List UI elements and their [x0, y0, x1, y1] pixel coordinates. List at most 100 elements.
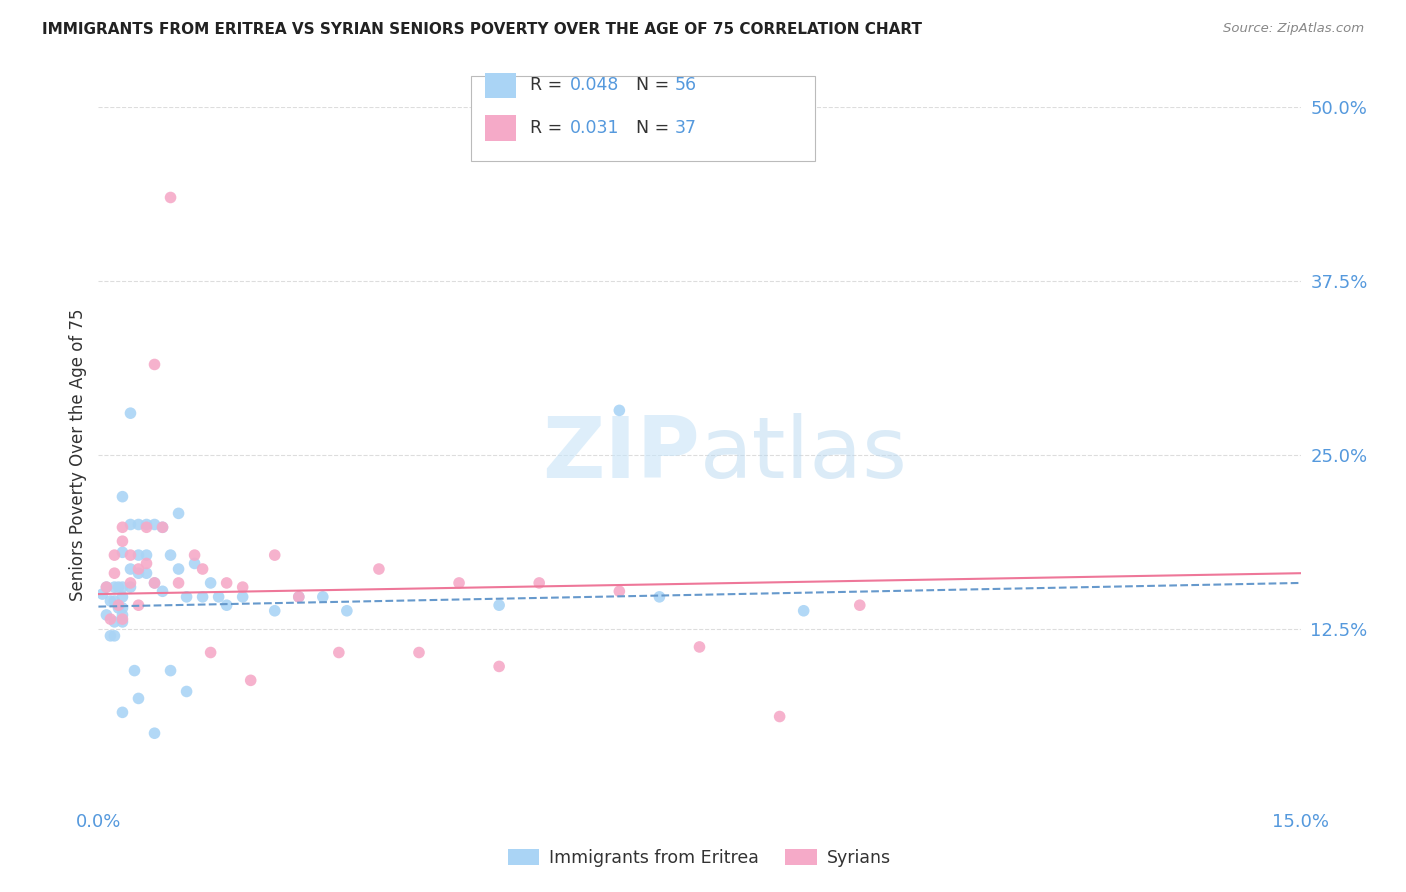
Point [167, 562, 190, 576]
Point [100, 594, 122, 608]
Point [143, 726, 166, 740]
Point [263, 548, 285, 562]
Point [488, 598, 510, 612]
Point [167, 507, 190, 521]
Text: N =: N = [636, 77, 675, 95]
Point [135, 557, 157, 571]
Text: R =: R = [530, 77, 568, 95]
Point [793, 604, 815, 618]
Point [111, 601, 134, 615]
Point [215, 598, 238, 612]
Point [447, 576, 470, 591]
Point [100, 612, 122, 626]
Point [111, 706, 134, 720]
Text: IMMIGRANTS FROM ERITREA VS SYRIAN SENIORS POVERTY OVER THE AGE OF 75 CORRELATION: IMMIGRANTS FROM ERITREA VS SYRIAN SENIOR… [42, 22, 922, 37]
Point [135, 548, 157, 562]
Point [124, 664, 146, 678]
Point [200, 576, 222, 591]
Point [103, 580, 125, 594]
Point [135, 566, 157, 581]
Point [312, 590, 335, 604]
Point [191, 590, 214, 604]
Point [128, 517, 150, 532]
Point [288, 590, 311, 604]
Point [111, 520, 134, 534]
Legend: Immigrants from Eritrea, Syrians: Immigrants from Eritrea, Syrians [501, 842, 898, 874]
Point [689, 640, 711, 654]
Point [769, 709, 792, 723]
Point [167, 576, 190, 591]
Point [159, 664, 181, 678]
Point [609, 403, 631, 417]
Point [103, 566, 125, 581]
Point [328, 646, 350, 660]
Point [288, 590, 311, 604]
Point [128, 562, 150, 576]
Point [103, 629, 125, 643]
Text: N =: N = [636, 120, 675, 137]
Point [408, 646, 430, 660]
Text: atlas: atlas [700, 413, 907, 497]
Point [96, 580, 118, 594]
Point [849, 598, 872, 612]
Point [111, 534, 134, 549]
Point [111, 490, 134, 504]
Text: 0.048: 0.048 [569, 77, 619, 95]
Point [120, 562, 142, 576]
Point [111, 545, 134, 559]
Text: Source: ZipAtlas.com: Source: ZipAtlas.com [1223, 22, 1364, 36]
Point [143, 576, 166, 591]
Point [120, 517, 142, 532]
Point [152, 520, 174, 534]
Point [128, 691, 150, 706]
Point [143, 576, 166, 591]
Point [111, 607, 134, 622]
Point [91, 587, 114, 601]
Point [239, 673, 262, 688]
Y-axis label: Seniors Poverty Over the Age of 75: Seniors Poverty Over the Age of 75 [69, 309, 87, 601]
Point [159, 548, 181, 562]
Point [96, 607, 118, 622]
Point [152, 584, 174, 599]
Point [111, 590, 134, 604]
Point [152, 520, 174, 534]
Point [128, 566, 150, 581]
Point [183, 557, 205, 571]
Point [103, 548, 125, 562]
Point [135, 520, 157, 534]
Point [120, 576, 142, 591]
Point [96, 580, 118, 594]
Text: ZIP: ZIP [541, 413, 700, 497]
Point [176, 684, 198, 698]
Point [143, 517, 166, 532]
Text: 0.031: 0.031 [569, 120, 619, 137]
Point [232, 580, 254, 594]
Point [107, 598, 129, 612]
Point [111, 615, 134, 629]
Point [183, 548, 205, 562]
Point [648, 590, 671, 604]
Point [200, 646, 222, 660]
Point [336, 604, 359, 618]
Point [529, 576, 551, 591]
Point [128, 598, 150, 612]
Text: 56: 56 [675, 77, 697, 95]
Point [111, 580, 134, 594]
Point [232, 590, 254, 604]
Point [143, 358, 166, 372]
Point [107, 580, 129, 594]
Text: 37: 37 [675, 120, 697, 137]
Point [159, 190, 181, 204]
Point [191, 562, 214, 576]
Point [368, 562, 391, 576]
Point [120, 580, 142, 594]
Point [215, 576, 238, 591]
Text: R =: R = [530, 120, 568, 137]
Point [100, 629, 122, 643]
Point [208, 590, 231, 604]
Point [488, 659, 510, 673]
Point [120, 548, 142, 562]
Point [176, 590, 198, 604]
Point [103, 615, 125, 629]
Point [120, 406, 142, 420]
